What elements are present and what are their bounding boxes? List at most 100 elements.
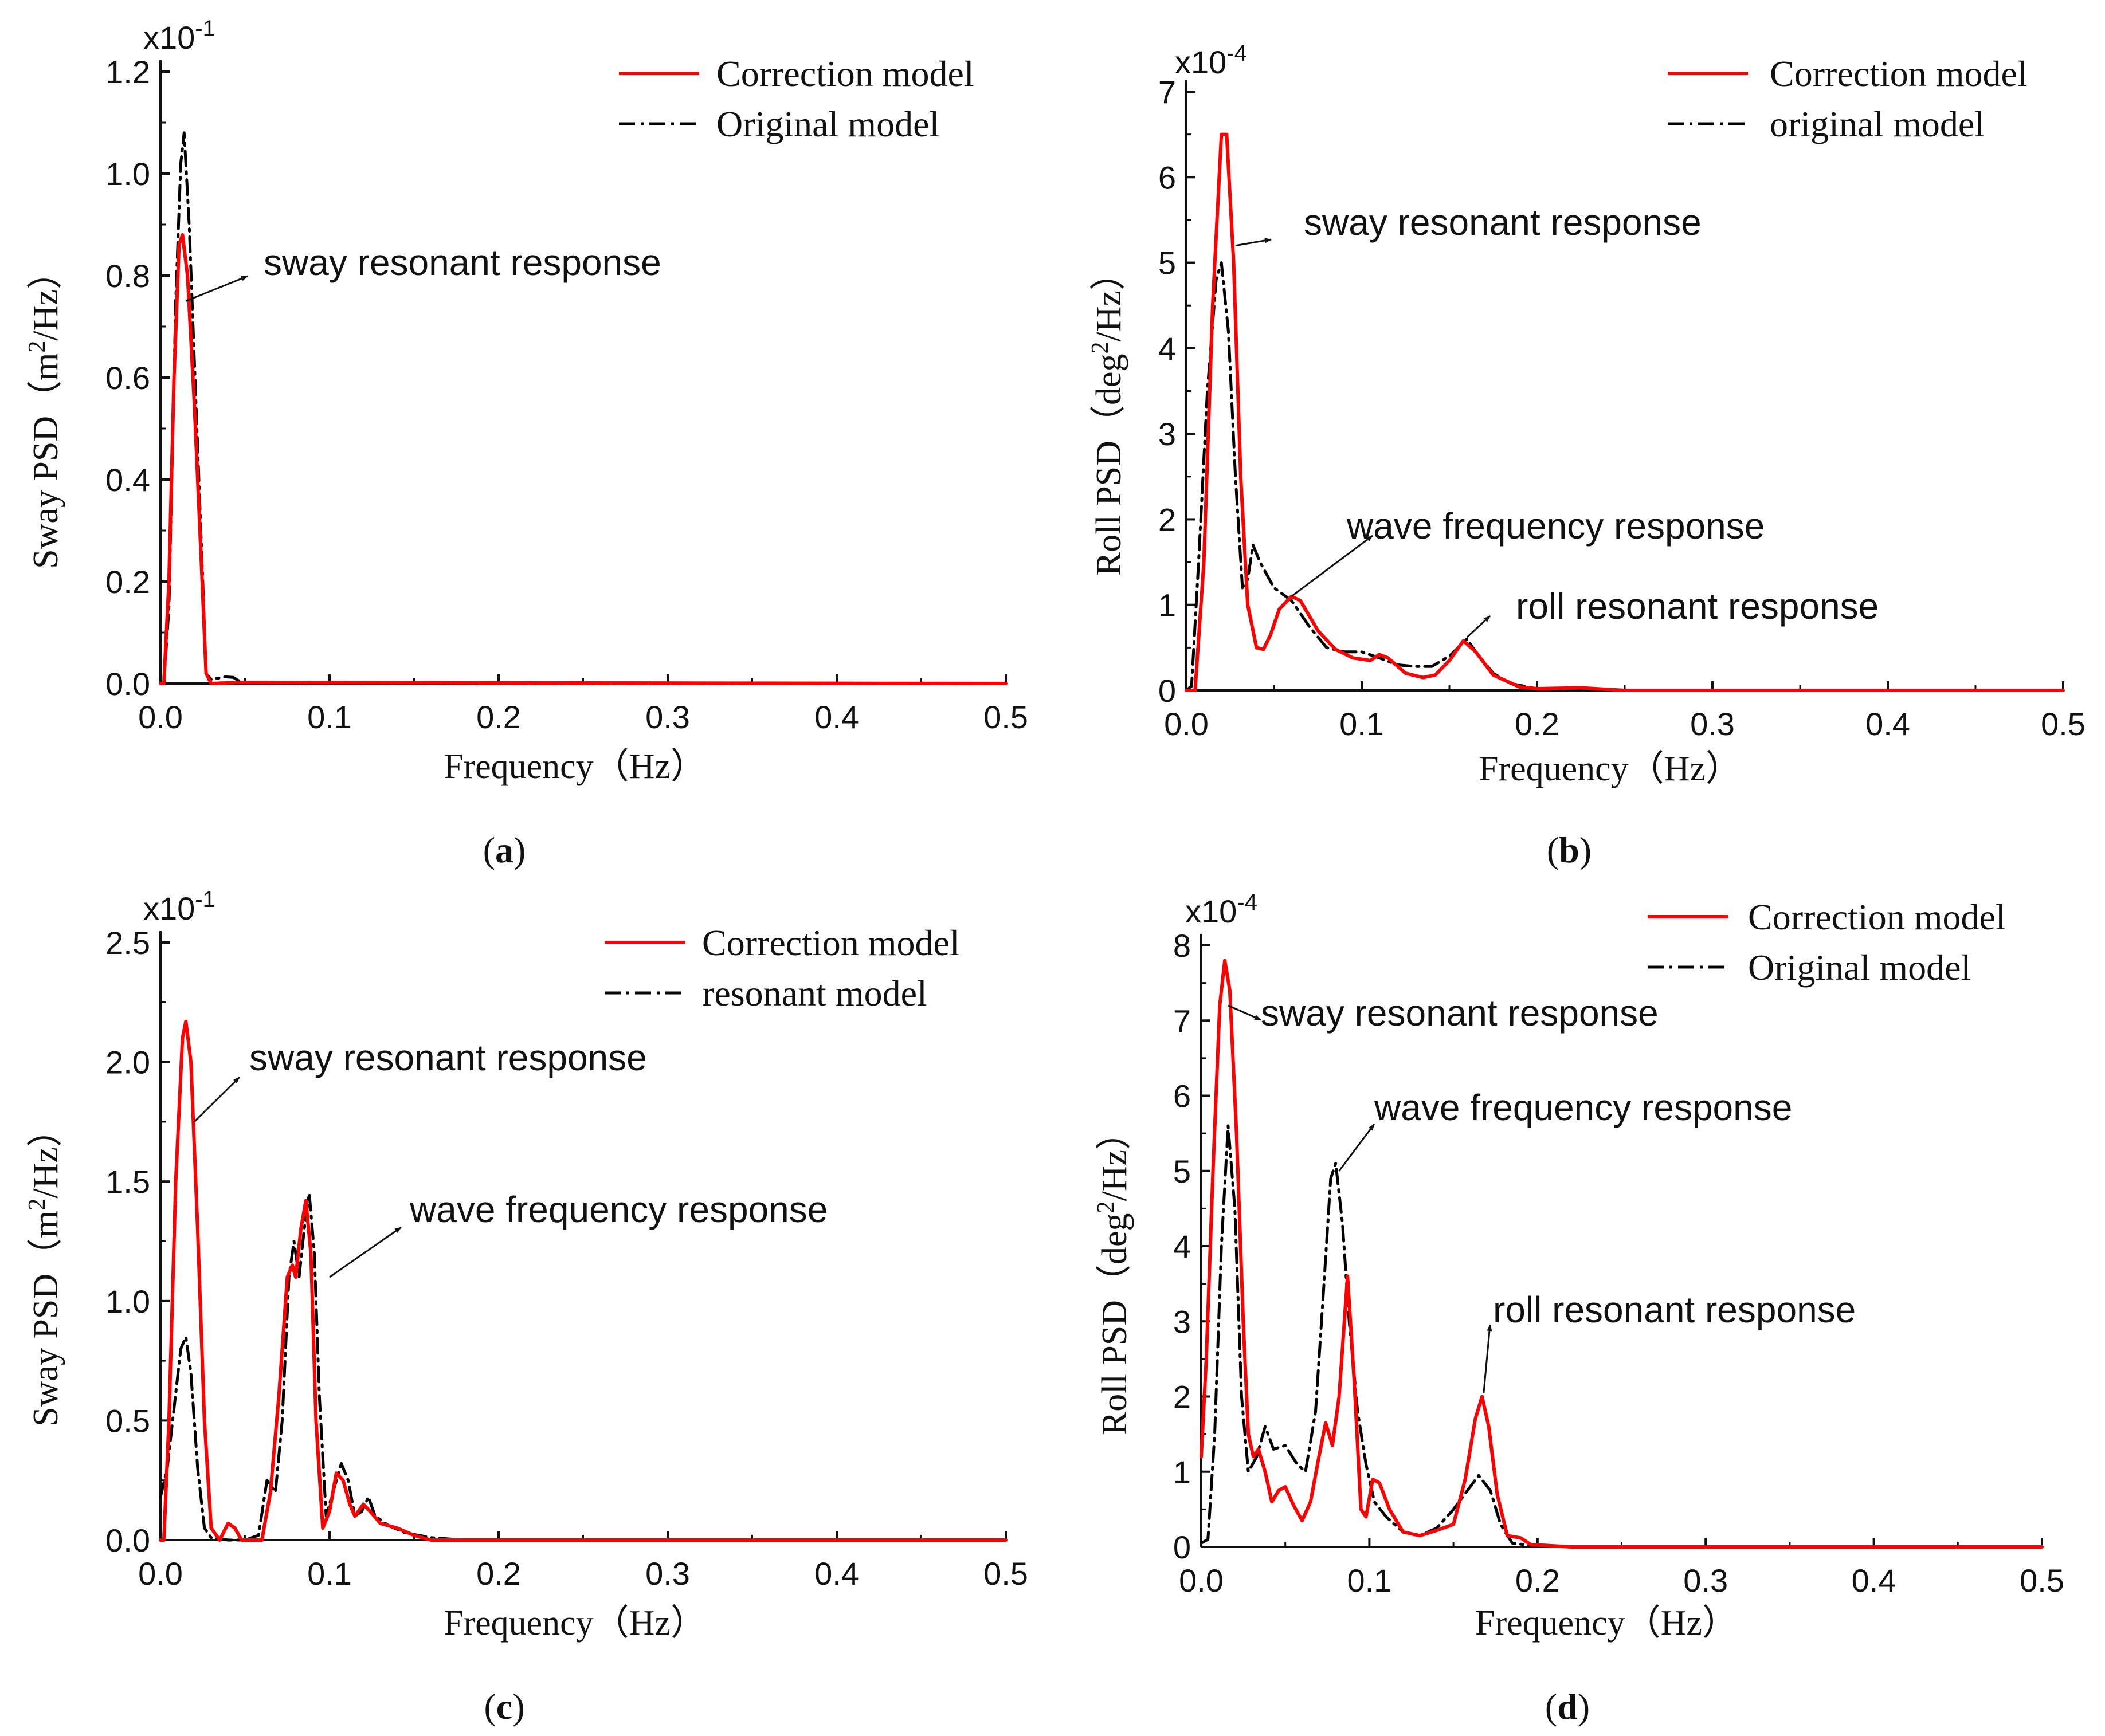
y-axis-title: Roll PSD（deg2/Hz） bbox=[1087, 255, 1128, 576]
legend-label-original: Original model bbox=[1748, 947, 1971, 988]
annotation-arrow-1 bbox=[1291, 535, 1373, 597]
annotation-arrow-0 bbox=[185, 275, 248, 302]
annotation-label-0: sway resonant response bbox=[1304, 202, 1702, 243]
y-scale-factor: x10-1 bbox=[143, 16, 215, 56]
y-tick-label: 1.2 bbox=[105, 54, 150, 90]
y-tick-label: 1 bbox=[1173, 1454, 1191, 1490]
x-tick-label: 0.3 bbox=[1683, 1562, 1728, 1598]
series-line-original bbox=[159, 131, 1008, 685]
y-tick-label: 5 bbox=[1158, 245, 1176, 281]
y-tick-label: 3 bbox=[1173, 1303, 1191, 1340]
x-tick-label: 0.0 bbox=[1164, 706, 1209, 742]
series-line-correction bbox=[159, 233, 1008, 685]
x-tick-label: 0.0 bbox=[138, 699, 183, 735]
y-scale-factor: x10-4 bbox=[1185, 890, 1257, 929]
y-tick-label: 0.5 bbox=[105, 1403, 150, 1439]
y-tick-label: 0.6 bbox=[105, 360, 150, 396]
y-tick-label: 1 bbox=[1158, 587, 1176, 623]
y-axis-title: Sway PSD（m2/Hz） bbox=[24, 254, 65, 569]
y-tick-label: 0.2 bbox=[105, 564, 150, 600]
annotation-label-1: wave frequency response bbox=[409, 1189, 828, 1230]
series-line-correction bbox=[1185, 132, 2065, 692]
x-tick-label: 0.4 bbox=[1865, 706, 1910, 742]
annotation-arrow-0 bbox=[1228, 1004, 1261, 1021]
chart-panel-c: 0.0 0.1 0.2 0.3 0.4 0.5 0.0 0.5 1.0 1.5 2.0 2.5 x10… bbox=[24, 887, 1028, 1727]
legend: Correction model original model bbox=[1668, 53, 2028, 144]
y-scale-factor: x10-1 bbox=[143, 887, 215, 926]
x-tick-label: 0.3 bbox=[1690, 706, 1735, 742]
annotation-arrow-0 bbox=[193, 1076, 241, 1122]
y-tick-label: 2 bbox=[1173, 1379, 1191, 1415]
annotation-arrow-2 bbox=[1466, 615, 1491, 638]
panel-caption: (a) bbox=[483, 830, 526, 870]
y-tick-label: 0.8 bbox=[105, 258, 150, 294]
y-tick-label: 0 bbox=[1173, 1529, 1191, 1565]
y-tick-label: 4 bbox=[1173, 1228, 1191, 1264]
legend-label-original: original model bbox=[1770, 104, 1985, 144]
x-tick-label: 0.1 bbox=[1347, 1562, 1391, 1598]
x-tick-label: 0.0 bbox=[138, 1556, 183, 1592]
x-tick-label: 0.0 bbox=[1179, 1562, 1224, 1598]
annotation-label-1: wave frequency response bbox=[1346, 505, 1765, 547]
x-tick-label: 0.5 bbox=[983, 1556, 1028, 1592]
panel-caption: (b) bbox=[1547, 830, 1592, 870]
legend-label-correction: Correction model bbox=[1770, 53, 2028, 94]
y-tick-label: 6 bbox=[1173, 1078, 1191, 1114]
panel-caption: (c) bbox=[484, 1686, 524, 1727]
x-tick-label: 0.3 bbox=[645, 699, 690, 735]
y-tick-label: 2.5 bbox=[105, 925, 150, 961]
x-tick-label: 0.1 bbox=[1339, 706, 1384, 742]
annotation-arrow-1 bbox=[329, 1226, 402, 1278]
annotation-label-1: wave frequency response bbox=[1374, 1087, 1792, 1128]
chart-panel-a: 0.0 0.1 0.2 0.3 0.4 0.50.00.20.40.60.81.01.2 … bbox=[24, 16, 1028, 870]
x-axis-title: Frequency（Hz） bbox=[1475, 1604, 1738, 1643]
series-line-correction bbox=[159, 1019, 1008, 1542]
x-tick-label: 0.2 bbox=[476, 699, 521, 735]
legend-label-original: resonant model bbox=[702, 973, 927, 1014]
y-tick-label: 7 bbox=[1173, 1003, 1191, 1039]
x-tick-label: 0.2 bbox=[476, 1556, 521, 1592]
y-tick-label: 0.4 bbox=[105, 462, 150, 498]
y-tick-label: 1.5 bbox=[105, 1164, 150, 1200]
x-tick-label: 0.5 bbox=[983, 699, 1028, 735]
annotation-label-0: sway resonant response bbox=[264, 242, 661, 283]
legend-label-correction: Correction model bbox=[702, 922, 960, 963]
y-axis-title: Sway PSD（m2/Hz） bbox=[24, 1111, 65, 1427]
x-tick-label: 0.4 bbox=[814, 699, 859, 735]
x-tick-label: 0.2 bbox=[1515, 1562, 1560, 1598]
panel-caption: (d) bbox=[1545, 1686, 1590, 1727]
series-line-correction bbox=[1200, 959, 2044, 1549]
y-scale-factor: x10-4 bbox=[1175, 41, 1247, 80]
legend: Correction model Original model bbox=[619, 53, 974, 144]
series-line-original bbox=[1200, 1124, 2044, 1549]
x-tick-label: 0.1 bbox=[307, 699, 352, 735]
y-tick-label: 0.0 bbox=[105, 666, 150, 702]
chart-panel-d: 0.0 0.1 0.2 0.3 0.4 0.5 0 1 2 3 4 5 6 7 8 x10-4 Correc… bbox=[1093, 890, 2064, 1727]
x-tick-label: 0.2 bbox=[1515, 706, 1559, 742]
y-tick-label: 3 bbox=[1158, 416, 1176, 452]
x-tick-label: 0.4 bbox=[814, 1556, 859, 1592]
annotation-label-2: roll resonant response bbox=[1493, 1289, 1856, 1330]
x-tick-label: 0.5 bbox=[2041, 706, 2086, 742]
y-tick-label: 8 bbox=[1173, 928, 1191, 964]
legend: Correction model resonant model bbox=[605, 922, 960, 1014]
x-tick-label: 0.3 bbox=[645, 1556, 690, 1592]
annotation-label-0: sway resonant response bbox=[249, 1037, 647, 1078]
y-tick-label: 0 bbox=[1158, 673, 1176, 709]
annotation-label-2: roll resonant response bbox=[1516, 586, 1879, 627]
annotation-arrow-2 bbox=[1483, 1324, 1492, 1393]
annotation-arrow-0 bbox=[1235, 238, 1272, 247]
y-axis-title: Roll PSD（deg2/Hz） bbox=[1093, 1114, 1134, 1435]
y-tick-label: 1.0 bbox=[105, 1283, 150, 1319]
annotation-label-0: sway resonant response bbox=[1261, 992, 1659, 1034]
x-axis-title: Frequency（Hz） bbox=[444, 747, 706, 786]
x-tick-label: 0.1 bbox=[307, 1556, 352, 1592]
legend-label-correction: Correction model bbox=[1748, 897, 2006, 937]
x-axis-title: Frequency（Hz） bbox=[444, 1604, 706, 1643]
chart-panel-b: 0.0 0.1 0.2 0.3 0.4 0.5 0 1 2 3 4 5 6 7 x10-4 Correct… bbox=[1087, 41, 2086, 870]
y-tick-label: 2 bbox=[1158, 501, 1176, 537]
y-tick-label: 0.0 bbox=[105, 1522, 150, 1558]
x-tick-label: 0.4 bbox=[1852, 1562, 1896, 1598]
legend: Correction model Original model bbox=[1648, 897, 2006, 988]
